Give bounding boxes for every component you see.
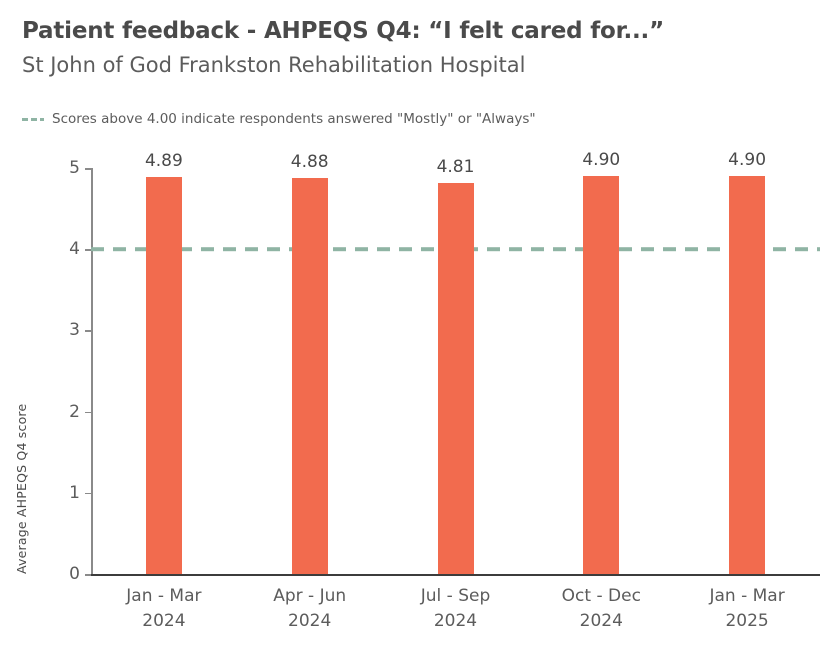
- bar[interactable]: [437, 183, 474, 574]
- bar[interactable]: [145, 176, 182, 574]
- bar[interactable]: [291, 177, 328, 574]
- x-tick-year: 2024: [579, 610, 623, 631]
- y-tick-label: 5: [69, 158, 80, 178]
- bar-value-label: 4.88: [290, 151, 329, 172]
- x-tick-year: 2025: [725, 610, 769, 631]
- legend-label: Scores above 4.00 indicate respondents a…: [52, 111, 536, 127]
- y-tick-label: 0: [69, 564, 80, 584]
- x-tick-period: Jan - Mar: [709, 586, 785, 606]
- y-tick-mark: [85, 330, 91, 332]
- y-tick-mark: [85, 411, 91, 414]
- y-tick-mark: [85, 249, 91, 251]
- y-tick-label: 2: [69, 401, 80, 422]
- y-axis-line: [91, 168, 93, 574]
- bar-value-label: 4.81: [436, 157, 475, 178]
- chart-title: Patient feedback - AHPEQS Q4: “I felt ca…: [22, 18, 664, 44]
- bar-value-label: 4.90: [728, 150, 767, 171]
- x-tick-year: 2024: [288, 610, 332, 631]
- y-tick-mark: [85, 492, 91, 495]
- x-tick-label: Apr - Jun 2024: [273, 584, 346, 633]
- y-tick-mark: [85, 168, 91, 170]
- x-tick-year: 2024: [433, 610, 478, 631]
- x-tick-label: Jan - Mar 2024: [126, 584, 201, 633]
- x-tick-period: Apr - Jun: [273, 586, 347, 606]
- bar-value-label: 4.89: [144, 150, 183, 171]
- chart-subtitle: St John of God Frankston Rehabilitation …: [22, 53, 526, 77]
- x-tick-label: Oct - Dec 2024: [562, 584, 641, 633]
- x-tick-period: Jan - Mar: [126, 586, 202, 606]
- y-tick-label: 3: [69, 320, 80, 341]
- y-tick-label: 1: [69, 482, 80, 503]
- y-tick-label: 4: [69, 239, 80, 260]
- chart-legend: Scores above 4.00 indicate respondents a…: [22, 111, 536, 127]
- y-tick-mark: [85, 574, 91, 576]
- x-tick-label: Jan - Mar 2025: [709, 584, 784, 633]
- bar[interactable]: [583, 176, 620, 574]
- bar-value-label: 4.90: [582, 150, 621, 171]
- x-tick-year: 2024: [142, 610, 186, 631]
- x-tick-label: Jul - Sep 2024: [421, 584, 491, 633]
- bar[interactable]: [729, 176, 766, 574]
- y-axis-title: Average AHPEQS Q4 score: [14, 403, 29, 574]
- x-axis-line: [91, 574, 820, 576]
- dashed-line-marker-icon: [22, 117, 44, 121]
- x-tick-period: Jul - Sep: [420, 586, 491, 606]
- plot-area: 0 1 2 3 4 5 4.89 4.88 4.81 4.90 4.90 Jan - Mar 202…: [69, 150, 820, 631]
- x-tick-period: Oct - Dec: [561, 586, 641, 606]
